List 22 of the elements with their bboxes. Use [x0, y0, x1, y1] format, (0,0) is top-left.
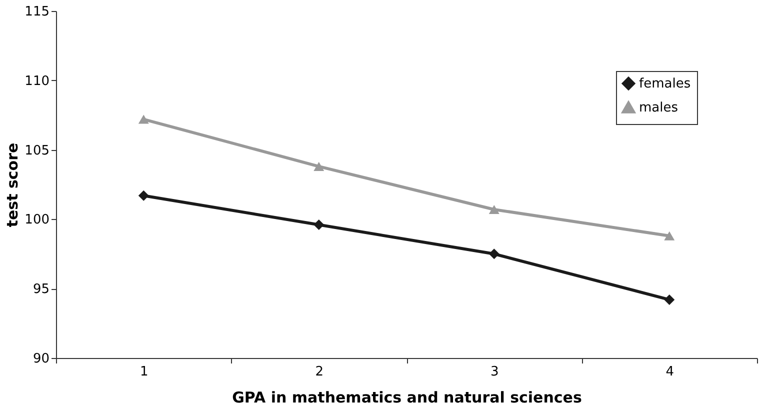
- legend-label: males: [639, 100, 678, 116]
- point: [664, 231, 675, 240]
- x-tick-label: 2: [315, 364, 324, 380]
- y-tick-label: 100: [24, 212, 50, 228]
- point: [138, 114, 149, 124]
- point: [138, 190, 149, 201]
- point: [314, 162, 324, 171]
- point: [664, 294, 675, 305]
- y-tick-label: 95: [32, 282, 50, 298]
- point: [314, 220, 324, 230]
- y-tick-label: 115: [24, 4, 50, 20]
- x-tick-label: 3: [490, 364, 499, 380]
- x-tick-label: 1: [140, 364, 148, 380]
- y-axis-title: test score: [4, 142, 22, 228]
- point: [488, 248, 500, 260]
- y-tick-label: 90: [32, 352, 50, 366]
- y-tick-label: 110: [24, 74, 50, 89]
- x-axis-title: GPA in mathematics and natural sciences: [232, 388, 582, 406]
- point: [488, 204, 500, 214]
- y-tick-label: 105: [24, 143, 50, 158]
- x-tick-label: 4: [666, 364, 674, 380]
- legend-label: females: [639, 76, 691, 92]
